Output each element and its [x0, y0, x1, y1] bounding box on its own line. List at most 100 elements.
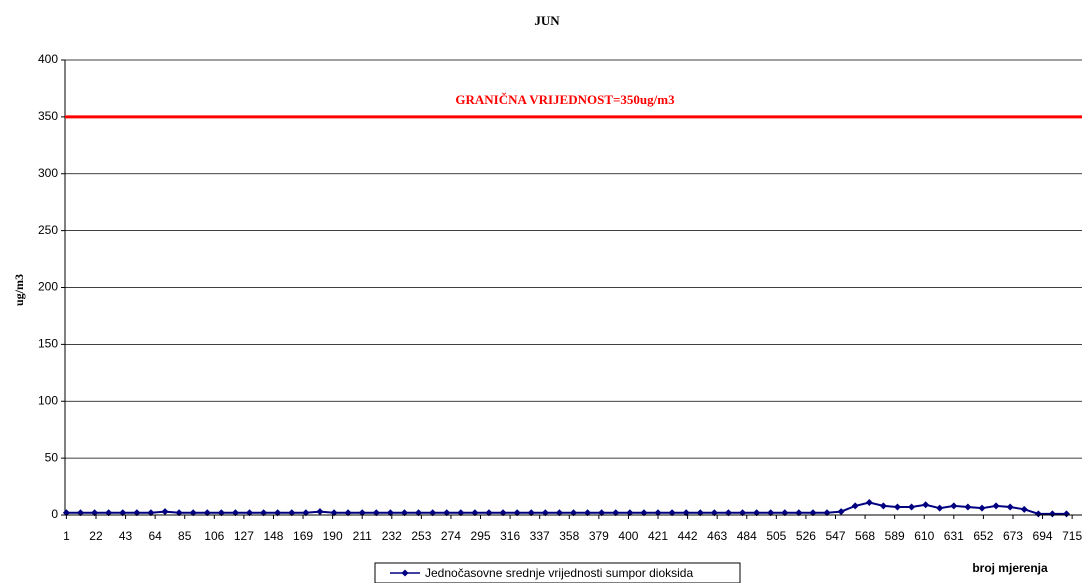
legend-box	[374, 562, 741, 583]
data-point	[372, 509, 380, 517]
data-point	[584, 509, 592, 517]
data-point	[739, 509, 747, 517]
x-tick-label: 673	[1003, 529, 1023, 543]
data-point	[767, 509, 775, 517]
data-point	[260, 509, 268, 517]
data-point	[640, 509, 648, 517]
x-tick-label: 211	[353, 529, 372, 543]
data-point	[330, 509, 338, 517]
y-tick-label: 50	[45, 450, 59, 464]
data-point	[217, 509, 225, 517]
x-tick-label: 631	[944, 529, 964, 543]
data-point	[457, 509, 465, 517]
data-point	[175, 509, 183, 517]
data-point	[626, 509, 634, 517]
x-tick-label: 169	[293, 529, 313, 543]
data-point	[978, 504, 986, 512]
y-tick-label: 250	[38, 223, 58, 237]
threshold-label: GRANIČNA VRIJEDNOST=350ug/m3	[455, 92, 675, 107]
data-point	[246, 509, 254, 517]
x-tick-label: 106	[204, 529, 224, 543]
data-point	[893, 503, 901, 511]
y-tick-label: 100	[38, 393, 58, 407]
data-point	[612, 509, 620, 517]
data-point	[598, 509, 606, 517]
x-tick-label: 547	[825, 529, 845, 543]
data-point	[274, 509, 282, 517]
x-tick-label: 127	[234, 529, 254, 543]
data-point	[950, 502, 958, 510]
data-point	[358, 509, 366, 517]
x-tick-label: 463	[707, 529, 727, 543]
legend-marker	[401, 569, 409, 577]
data-point	[570, 509, 577, 517]
legend-label: Jednočasovne srednje vrijednosti sumpor …	[425, 566, 693, 580]
x-tick-label: 148	[263, 529, 283, 543]
data-point	[1063, 510, 1071, 518]
data-point	[682, 509, 690, 517]
data-point	[231, 509, 239, 517]
chart-title: JUN	[534, 13, 560, 28]
data-point	[541, 509, 549, 517]
x-tick-label: 358	[559, 529, 579, 543]
data-point	[485, 509, 493, 517]
data-point	[203, 509, 211, 517]
data-point	[809, 509, 817, 517]
data-point	[710, 509, 718, 517]
data-point	[288, 509, 296, 517]
y-axis-label: ug/m3	[12, 274, 26, 306]
x-tick-label: 316	[500, 529, 520, 543]
x-tick-label: 274	[441, 529, 461, 543]
y-tick-label: 400	[38, 52, 58, 66]
data-point	[1006, 503, 1014, 511]
data-point	[527, 509, 535, 517]
x-tick-label: 652	[973, 529, 993, 543]
x-tick-label: 421	[648, 529, 668, 543]
x-tick-label: 379	[589, 529, 609, 543]
x-tick-label: 589	[885, 529, 905, 543]
data-point	[1034, 510, 1042, 518]
x-tick-label: 253	[411, 529, 431, 543]
x-tick-label: 1	[63, 529, 70, 543]
data-point	[922, 501, 930, 509]
data-point	[696, 509, 704, 517]
x-tick-label: 442	[678, 529, 698, 543]
x-tick-label: 505	[766, 529, 786, 543]
data-point	[936, 504, 944, 512]
data-point	[76, 509, 84, 517]
data-point	[415, 509, 423, 517]
x-tick-label: 400	[618, 529, 638, 543]
y-tick-label: 200	[38, 280, 58, 294]
x-tick-label: 568	[855, 529, 875, 543]
data-point	[724, 509, 732, 517]
x-axis-label: broj mjerenja	[972, 561, 1048, 575]
data-point	[823, 509, 831, 517]
data-point	[964, 503, 972, 511]
x-tick-label: 610	[914, 529, 934, 543]
data-point	[344, 509, 352, 517]
x-tick-label: 43	[119, 529, 133, 543]
data-point	[753, 509, 761, 517]
data-point	[499, 509, 507, 517]
data-point	[400, 509, 408, 517]
x-tick-label: 232	[382, 529, 402, 543]
x-tick-label: 526	[796, 529, 816, 543]
data-point	[147, 509, 155, 517]
data-point	[795, 509, 803, 517]
data-point	[119, 509, 127, 517]
data-point	[443, 509, 451, 517]
x-tick-label: 694	[1033, 529, 1053, 543]
y-tick-label: 150	[38, 337, 58, 351]
x-tick-label: 484	[737, 529, 757, 543]
data-point	[851, 502, 859, 510]
data-point	[133, 509, 141, 517]
data-point	[161, 508, 169, 516]
x-tick-label: 85	[178, 529, 192, 543]
data-point	[189, 509, 197, 517]
data-point	[555, 509, 563, 517]
data-point	[316, 508, 324, 516]
data-point	[302, 509, 310, 517]
data-point	[992, 502, 1000, 510]
